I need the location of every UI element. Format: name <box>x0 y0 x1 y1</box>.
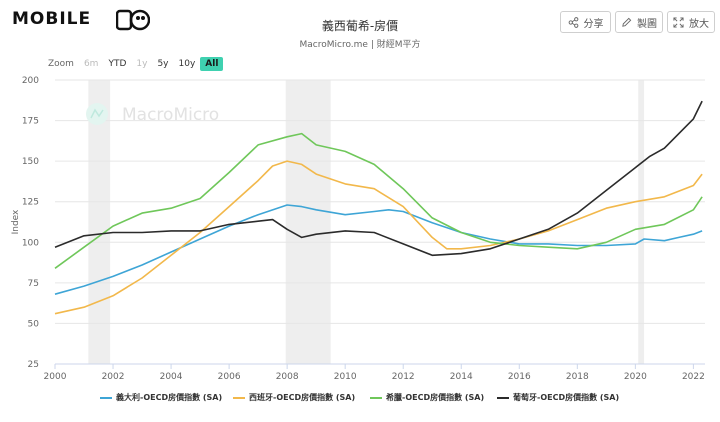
y-tick-label: 125 <box>22 198 39 208</box>
watermark: MacroMicro <box>86 103 219 125</box>
expand-label: 放大 <box>689 18 709 30</box>
legend-swatch <box>370 396 382 399</box>
zoom-1y[interactable]: 1y <box>136 59 148 69</box>
share-label: 分享 <box>583 18 604 30</box>
mobile01-logo: MOBILE <box>6 6 154 34</box>
pencil-icon <box>622 17 632 27</box>
share-button[interactable]: 分享 <box>560 11 611 33</box>
series-line-spain <box>54 160 703 315</box>
x-tick-label: 2014 <box>450 372 473 382</box>
zoom-6m[interactable]: 6m <box>83 59 99 69</box>
zoom-ytd[interactable]: YTD <box>108 59 127 69</box>
zoom-selector: Zoom 6m YTD 1y 5y 10y All <box>46 57 224 71</box>
y-tick-label: 50 <box>28 319 40 329</box>
legend-swatch <box>233 396 245 399</box>
legend-item-portugal[interactable]: 葡萄牙-OECD房價指數 (SA) <box>497 392 619 403</box>
expand-button[interactable]: 放大 <box>667 11 715 33</box>
zoom-5y[interactable]: 5y <box>157 59 169 69</box>
line-chart: MacroMicro 25 50 75 100 125 150 175 200 2000 200… <box>11 76 705 382</box>
x-tick-label: 2012 <box>392 372 415 382</box>
y-tick-label: 150 <box>22 157 39 167</box>
shaded-period-1 <box>285 80 331 364</box>
series-line-portugal <box>54 100 703 257</box>
draw-label: 製圖 <box>637 18 657 30</box>
zoom-10y[interactable]: 10y <box>178 59 196 69</box>
zoom-label: Zoom <box>48 59 74 69</box>
legend-swatch <box>497 396 509 399</box>
series-line-greece <box>54 132 703 269</box>
legend-item-greece[interactable]: 希臘-OECD房價指數 (SA) <box>370 392 484 403</box>
x-tick-label: 2002 <box>102 372 125 382</box>
share-icon <box>568 16 578 28</box>
shaded-period-2 <box>638 80 645 364</box>
legend-item-spain[interactable]: 西班牙-OECD房價指數 (SA) <box>233 392 355 403</box>
zoom-all[interactable]: All <box>200 57 224 71</box>
x-tick-label: 2016 <box>508 372 531 382</box>
series-line-italy <box>54 204 703 295</box>
legend-swatch <box>100 396 112 399</box>
legend-label: 義大利-OECD房價指數 (SA) <box>116 393 223 402</box>
legend-label: 希臘-OECD房價指數 (SA) <box>386 393 485 402</box>
y-tick-label: 200 <box>22 76 39 86</box>
shaded-period-0 <box>88 80 111 364</box>
chart-title: 義西葡希-房價 <box>321 19 399 33</box>
chart-legend: 義大利-OECD房價指數 (SA) 西班牙-OECD房價指數 (SA) 希臘-OEC… <box>0 392 720 406</box>
y-tick-label: 75 <box>28 279 39 289</box>
logo-text: MOBILE <box>12 9 92 29</box>
y-axis-label: Index <box>11 209 21 234</box>
x-tick-label: 2018 <box>566 372 589 382</box>
x-tick-label: 2008 <box>276 372 299 382</box>
x-tick-label: 2000 <box>44 372 67 382</box>
y-tick-label: 25 <box>28 360 39 370</box>
y-tick-label: 175 <box>22 117 39 127</box>
legend-label: 葡萄牙-OECD房價指數 (SA) <box>513 393 620 402</box>
x-tick-label: 2004 <box>160 372 183 382</box>
legend-label: 西班牙-OECD房價指數 (SA) <box>249 393 356 402</box>
y-tick-label: 100 <box>22 238 39 248</box>
x-tick-label: 2010 <box>334 372 357 382</box>
x-tick-label: 2020 <box>624 372 647 382</box>
logo-mark-icon <box>116 9 150 31</box>
legend-item-italy[interactable]: 義大利-OECD房價指數 (SA) <box>100 392 222 403</box>
watermark-text: MacroMicro <box>122 105 219 125</box>
draw-button[interactable]: 製圖 <box>615 11 663 33</box>
x-tick-label: 2006 <box>218 372 241 382</box>
x-tick-label: 2022 <box>682 372 705 382</box>
expand-icon <box>673 16 684 28</box>
chart-subtitle: MacroMicro.me | 財經M平方 <box>299 40 421 50</box>
